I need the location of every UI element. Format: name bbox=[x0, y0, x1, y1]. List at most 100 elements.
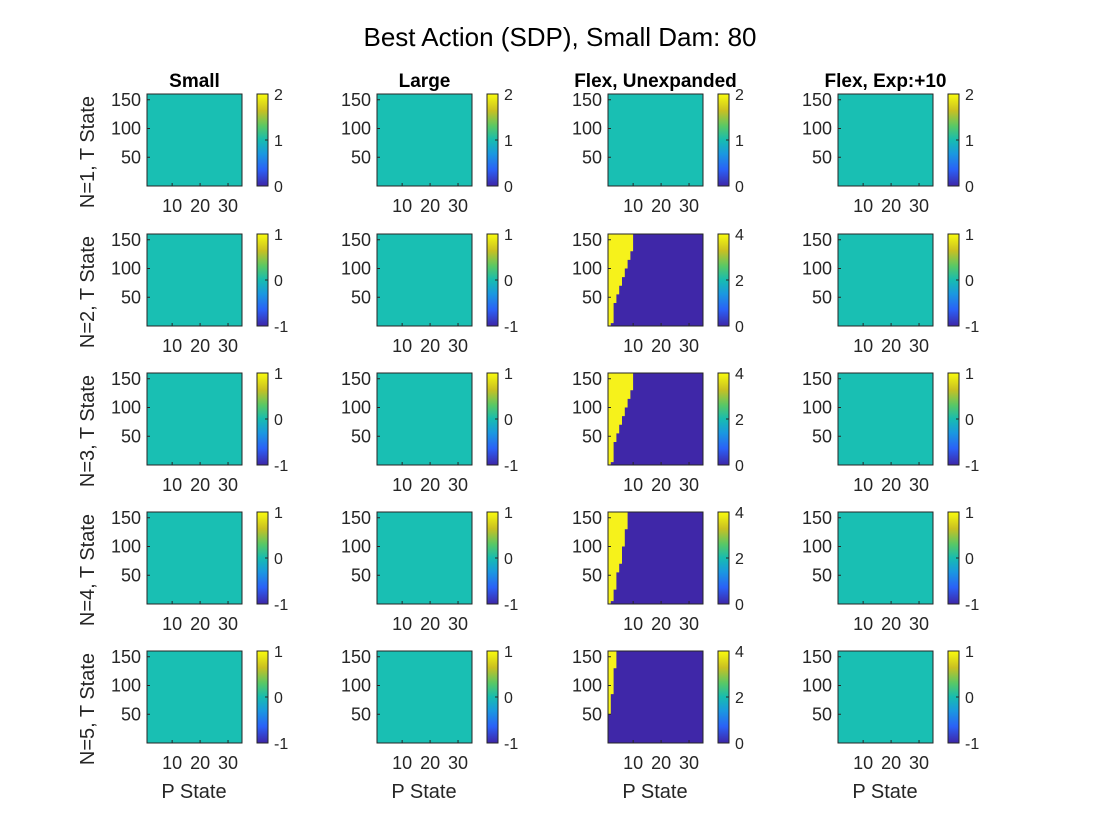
x-tick-label: 10 bbox=[853, 614, 873, 634]
x-tick-label: 10 bbox=[853, 753, 873, 773]
colorbar-tick-label: 0 bbox=[504, 179, 513, 196]
y-tick-label: 150 bbox=[802, 647, 832, 667]
colorbar-tick-label: -1 bbox=[274, 458, 288, 475]
x-tick-label: 10 bbox=[623, 753, 643, 773]
colorbar-tick-label: 1 bbox=[965, 644, 974, 661]
x-tick-label: 10 bbox=[392, 753, 412, 773]
heatmap-region-high bbox=[608, 512, 628, 604]
heatmap-cells bbox=[147, 651, 242, 743]
colorbar-tick-label: 1 bbox=[274, 227, 283, 244]
x-axis-label: P State bbox=[391, 781, 456, 803]
colorbar-tick-label: 0 bbox=[504, 412, 513, 429]
panel-title: Flex, Unexpanded bbox=[574, 71, 737, 92]
colorbar bbox=[718, 512, 729, 604]
colorbar-tick-label: 1 bbox=[274, 133, 283, 150]
panel-title: Large bbox=[399, 71, 451, 92]
y-tick-label: 100 bbox=[572, 259, 602, 279]
y-tick-label: 50 bbox=[812, 565, 832, 585]
colorbar-tick-label: -1 bbox=[965, 458, 979, 475]
colorbar-tick-label: 0 bbox=[735, 597, 744, 614]
colorbar-tick-label: -1 bbox=[504, 597, 518, 614]
y-tick-label: 50 bbox=[582, 565, 602, 585]
y-tick-label: 50 bbox=[351, 426, 371, 446]
y-tick-label: 150 bbox=[341, 230, 371, 250]
colorbar-tick-label: 1 bbox=[735, 133, 744, 150]
x-tick-label: 20 bbox=[651, 753, 671, 773]
colorbar bbox=[948, 373, 959, 465]
x-tick-label: 10 bbox=[623, 196, 643, 216]
colorbar-tick-label: 0 bbox=[274, 412, 283, 429]
colorbar-tick-label: 1 bbox=[504, 366, 513, 383]
heatmap-cells bbox=[838, 651, 933, 743]
colorbar bbox=[487, 94, 498, 186]
colorbar-tick-label: 1 bbox=[965, 227, 974, 244]
colorbar bbox=[257, 512, 268, 604]
axes-frame bbox=[837, 511, 934, 605]
y-tick-label: 100 bbox=[572, 398, 602, 418]
colorbar bbox=[487, 651, 498, 743]
x-tick-label: 20 bbox=[190, 753, 210, 773]
y-tick-label: 150 bbox=[572, 230, 602, 250]
x-tick-label: 20 bbox=[420, 753, 440, 773]
colorbar-tick-label: 1 bbox=[504, 227, 513, 244]
x-tick-label: 30 bbox=[909, 753, 929, 773]
x-tick-label: 30 bbox=[218, 753, 238, 773]
heatmap-cells bbox=[838, 373, 933, 465]
axes-frame bbox=[376, 372, 473, 466]
y-tick-label: 100 bbox=[341, 537, 371, 557]
y-tick-label: 100 bbox=[341, 676, 371, 696]
y-tick-label: 50 bbox=[351, 287, 371, 307]
x-tick-label: 20 bbox=[190, 336, 210, 356]
y-tick-label: 100 bbox=[341, 398, 371, 418]
x-tick-label: 10 bbox=[162, 753, 182, 773]
x-tick-label: 30 bbox=[909, 475, 929, 495]
y-tick-label: 50 bbox=[812, 426, 832, 446]
y-tick-label: 150 bbox=[111, 90, 141, 110]
y-tick-label: 100 bbox=[111, 537, 141, 557]
x-tick-label: 20 bbox=[881, 614, 901, 634]
axes-frame bbox=[837, 233, 934, 327]
axes-frame bbox=[837, 93, 934, 187]
colorbar-tick-label: -1 bbox=[965, 597, 979, 614]
x-tick-label: 30 bbox=[448, 475, 468, 495]
x-tick-label: 20 bbox=[651, 196, 671, 216]
y-tick-label: 50 bbox=[582, 147, 602, 167]
x-tick-label: 10 bbox=[623, 475, 643, 495]
heatmap-cells bbox=[838, 234, 933, 326]
heatmap-cells bbox=[147, 234, 242, 326]
colorbar-tick-label: 0 bbox=[274, 551, 283, 568]
y-tick-label: 50 bbox=[121, 426, 141, 446]
y-tick-label: 50 bbox=[351, 565, 371, 585]
heatmap-cells bbox=[608, 94, 703, 186]
y-tick-label: 100 bbox=[802, 259, 832, 279]
colorbar bbox=[948, 94, 959, 186]
x-tick-label: 30 bbox=[909, 336, 929, 356]
x-tick-label: 10 bbox=[392, 196, 412, 216]
axes-frame bbox=[146, 93, 243, 187]
colorbar bbox=[487, 512, 498, 604]
y-tick-label: 100 bbox=[802, 398, 832, 418]
x-tick-label: 30 bbox=[909, 614, 929, 634]
axes-frame bbox=[607, 372, 704, 466]
colorbar bbox=[257, 373, 268, 465]
y-tick-label: 100 bbox=[572, 676, 602, 696]
y-tick-label: 50 bbox=[121, 704, 141, 724]
x-axis-label: P State bbox=[622, 781, 687, 803]
y-tick-label: 150 bbox=[802, 508, 832, 528]
axes-frame bbox=[146, 511, 243, 605]
heatmap-cells bbox=[377, 234, 472, 326]
x-tick-label: 20 bbox=[881, 196, 901, 216]
colorbar-tick-label: 0 bbox=[735, 179, 744, 196]
x-tick-label: 20 bbox=[881, 753, 901, 773]
heatmap-region-low bbox=[608, 651, 703, 743]
y-tick-label: 150 bbox=[111, 369, 141, 389]
